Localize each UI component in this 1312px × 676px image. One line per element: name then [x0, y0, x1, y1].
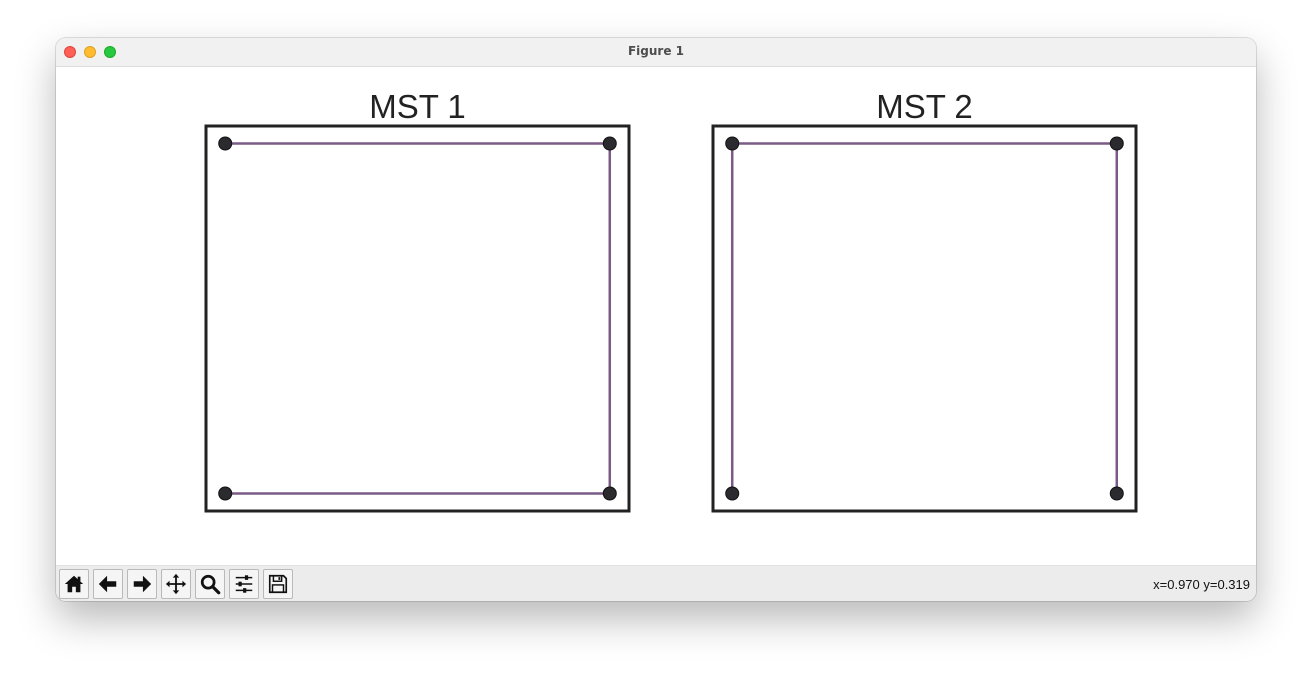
graph-node: [218, 486, 233, 501]
magnifier-icon: [200, 574, 221, 595]
graph-node: [218, 136, 233, 151]
zoom-rect-button[interactable]: [195, 569, 225, 599]
pan-button[interactable]: [161, 569, 191, 599]
floppy-disk-icon: [268, 574, 288, 594]
move-icon: [165, 573, 187, 595]
plot-area[interactable]: MST 1 MST 2: [56, 67, 1256, 565]
home-button[interactable]: [59, 569, 89, 599]
save-button[interactable]: [263, 569, 293, 599]
configure-subplots-button[interactable]: [229, 569, 259, 599]
zoom-window-button[interactable]: [104, 46, 116, 58]
subplot-1: MST 1: [204, 88, 631, 513]
figure-canvas[interactable]: MST 1 MST 2: [56, 67, 1256, 565]
graph-node: [1109, 136, 1124, 151]
subplot-2: MST 2: [711, 88, 1138, 513]
cursor-coordinates: x=0.970 y=0.319: [1153, 577, 1250, 592]
subplot-title: MST 2: [876, 88, 973, 125]
minimize-button[interactable]: [84, 46, 96, 58]
graph-node: [602, 486, 617, 501]
back-button[interactable]: [93, 569, 123, 599]
arrow-left-icon: [98, 575, 117, 593]
subplot-title: MST 1: [369, 88, 466, 125]
axes-frame: [711, 124, 1138, 513]
graph-node: [725, 136, 740, 151]
close-button[interactable]: [64, 46, 76, 58]
axes-frame: [204, 124, 631, 513]
forward-button[interactable]: [127, 569, 157, 599]
graph-node: [1109, 486, 1124, 501]
navigation-toolbar: x=0.970 y=0.319: [56, 565, 1256, 601]
graph-node: [725, 486, 740, 501]
window-title: Figure 1: [627, 44, 685, 58]
sliders-icon: [235, 575, 253, 593]
figure-window: Figure 1 MST 1 MST 2: [56, 38, 1256, 601]
arrow-right-icon: [133, 575, 152, 593]
graph-node: [602, 136, 617, 151]
title-bar: Figure 1: [56, 38, 1256, 67]
home-icon: [64, 575, 84, 593]
